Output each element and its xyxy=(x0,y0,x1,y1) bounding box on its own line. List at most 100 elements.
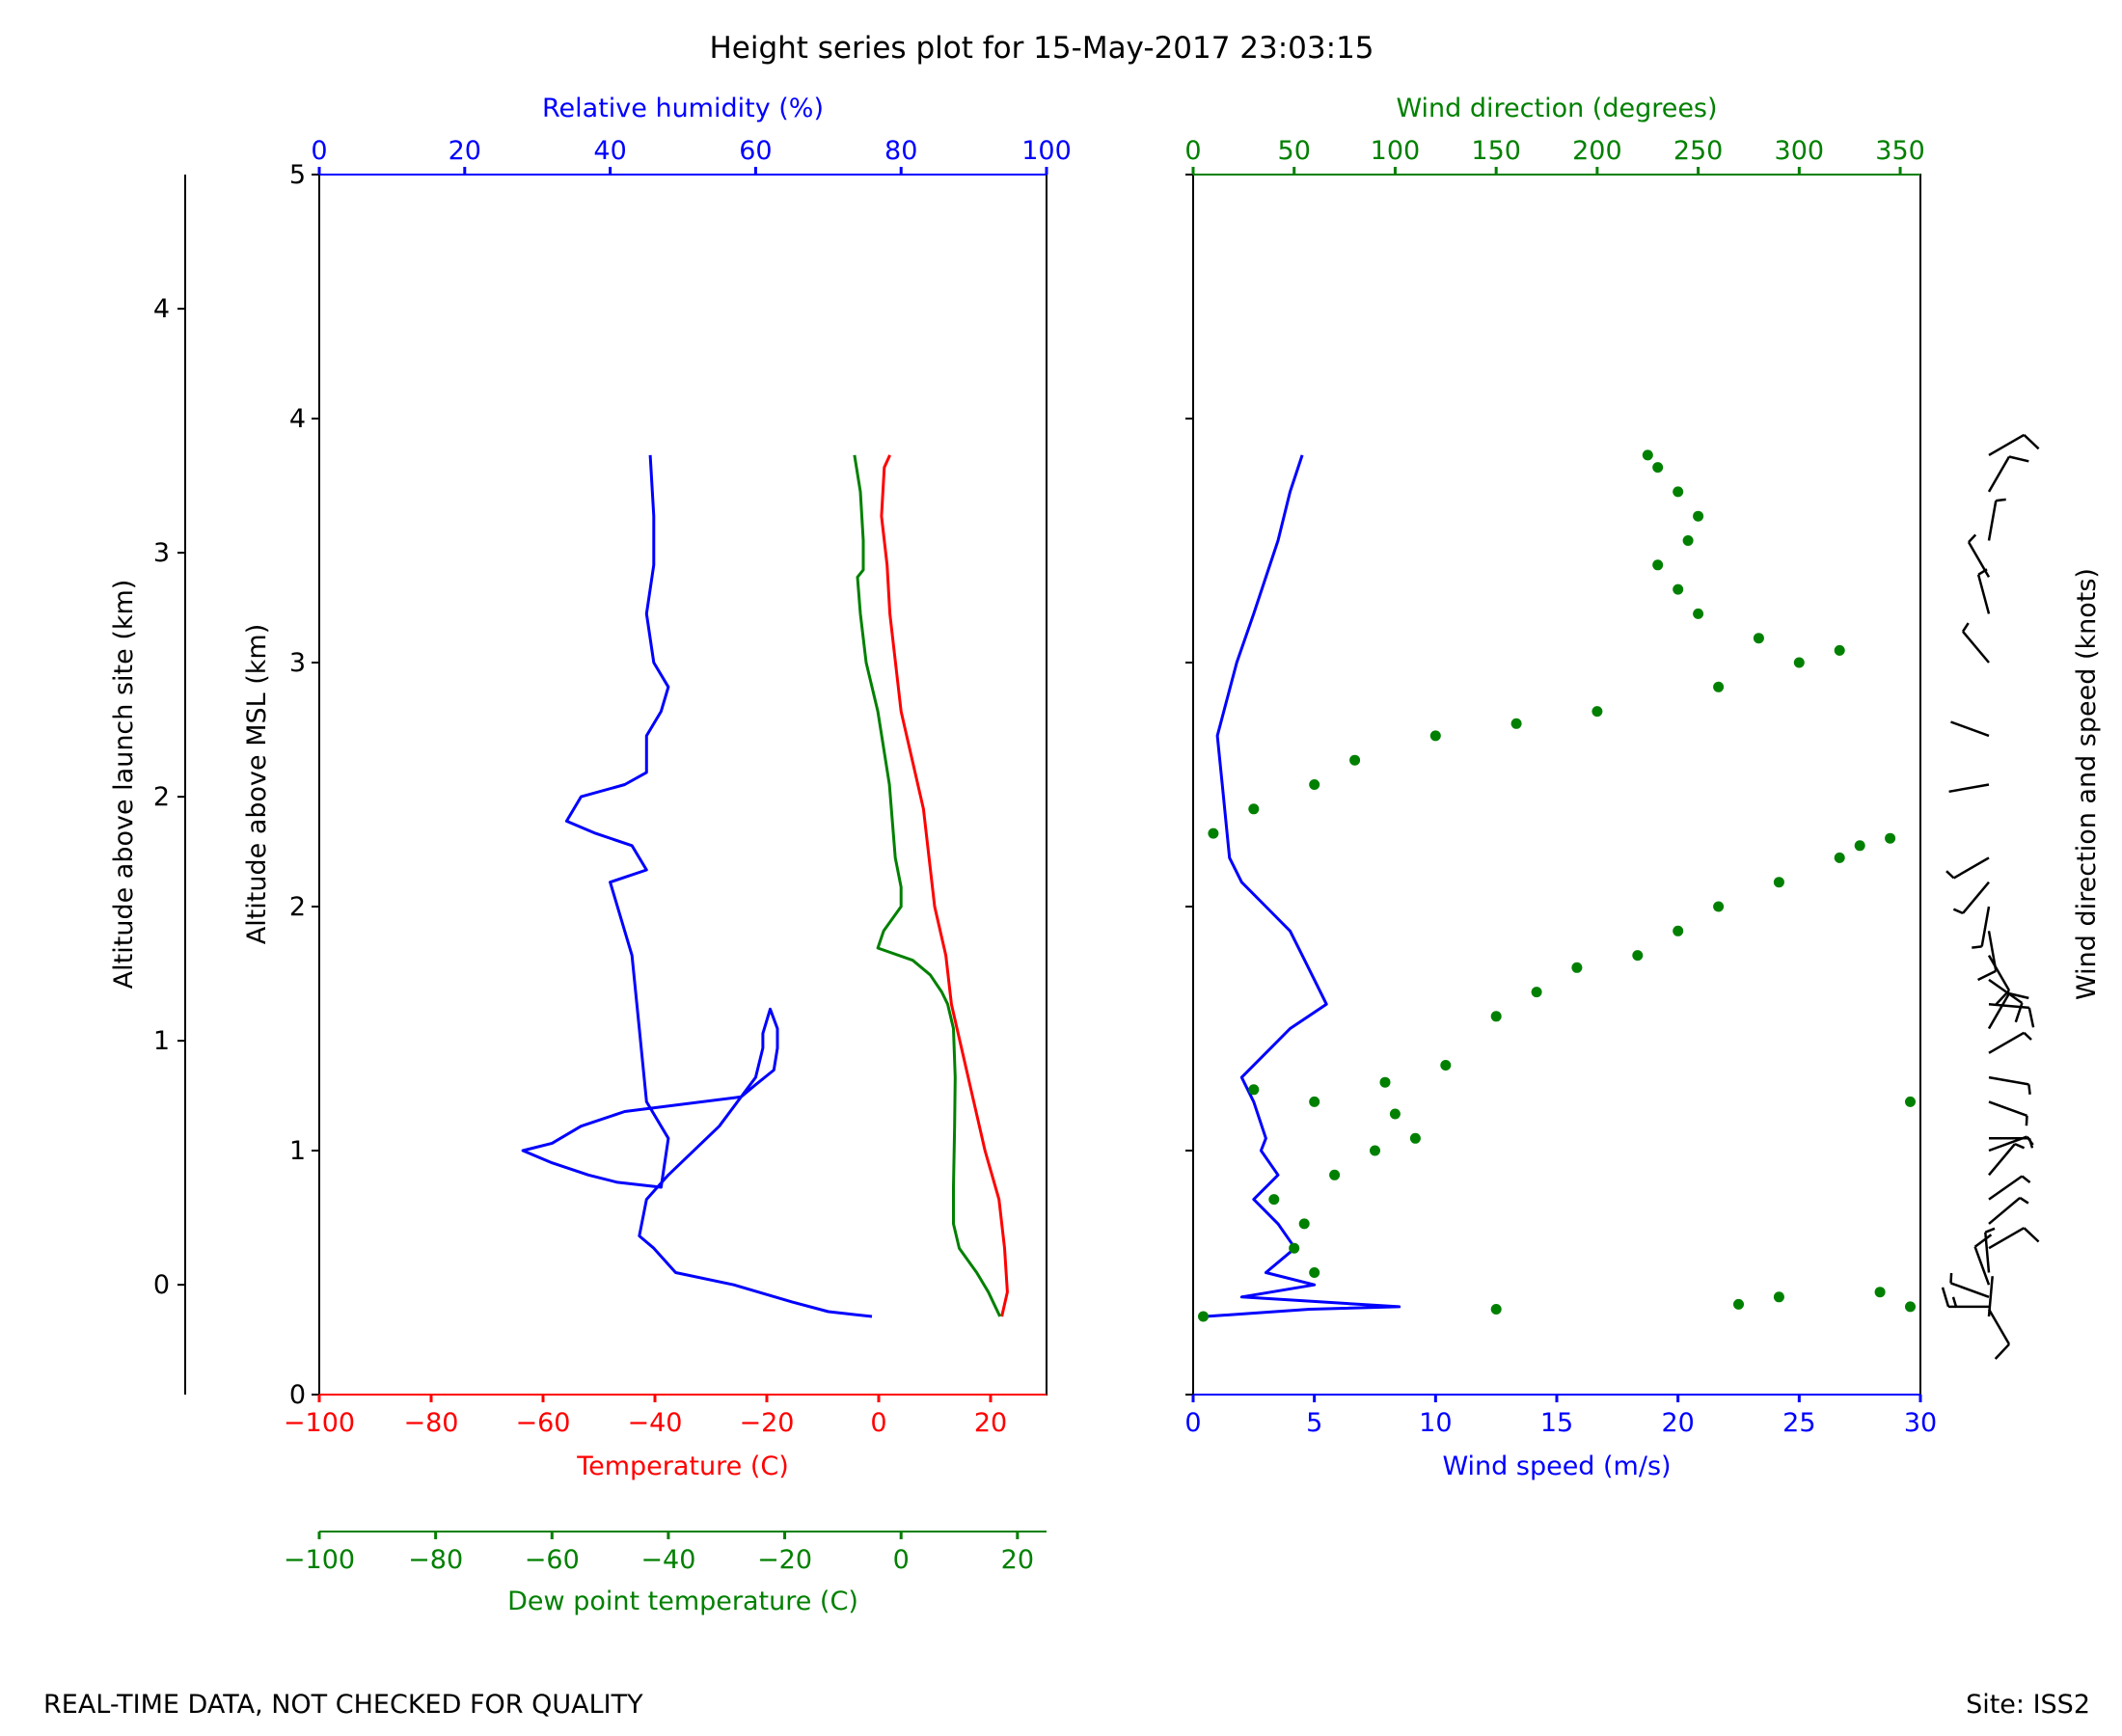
wind-barb-half-feather xyxy=(2027,1084,2031,1095)
wind-direction-point xyxy=(1652,462,1664,474)
wind-barb-staff xyxy=(1988,1227,2026,1250)
wind-barb-feather xyxy=(1973,1234,1993,1248)
temperature-tick-label: −20 xyxy=(740,1408,795,1438)
wind-direction-point xyxy=(1642,449,1653,461)
wind-direction-point xyxy=(1885,832,1896,844)
wind-direction-point xyxy=(1733,1298,1744,1310)
dewpoint-tick-label: −40 xyxy=(640,1545,695,1575)
wind-barb-half-feather xyxy=(2019,1196,2029,1205)
wind-direction-tick-label: 250 xyxy=(1673,136,1724,166)
wind-barb-staff xyxy=(1962,881,1990,914)
wind-direction-point xyxy=(1309,1267,1320,1278)
dewpoint-tick-label: 0 xyxy=(893,1545,910,1575)
wind-panel: 0 50 100 150 200 250 300 350 0 5 10 15 20 25 30 Wind d… xyxy=(1184,94,2102,1481)
wind-barb-staff xyxy=(1987,954,2011,991)
wind-barb-staff xyxy=(1976,574,1991,614)
wind-speed-tick-label: 20 xyxy=(1661,1408,1694,1438)
site-label: Site: ISS2 xyxy=(1966,1690,2090,1720)
wind-barb-half-feather xyxy=(1996,498,2006,502)
wind-barb-feather xyxy=(2023,433,2040,450)
wind-speed-series-line xyxy=(1205,454,1401,1318)
wind-speed-axis-label: Wind speed (m/s) xyxy=(1442,1451,1671,1481)
wind-barb-feather xyxy=(2008,991,2029,1000)
msl-altitude-axis-label: Altitude above MSL (km) xyxy=(242,624,272,945)
wind-barb-staff xyxy=(1988,1196,2022,1225)
dewpoint-tick-label: −100 xyxy=(284,1545,355,1575)
wind-direction-point xyxy=(1713,901,1725,912)
wind-plot-frame xyxy=(1192,174,1921,1396)
temperature-tick-label: 20 xyxy=(974,1408,1007,1438)
wind-direction-point xyxy=(1329,1169,1341,1180)
wind-direction-tick-label: 300 xyxy=(1775,136,1825,166)
wind-direction-point xyxy=(1753,633,1764,644)
wind-barb-feather xyxy=(1977,969,1997,982)
wind-direction-point xyxy=(1268,1194,1280,1206)
wind-barb-staff xyxy=(1988,1175,2024,1201)
wind-direction-point xyxy=(1673,486,1684,498)
wind-direction-point xyxy=(1854,840,1865,852)
wind-speed-tick-label: 25 xyxy=(1782,1408,1815,1438)
figure-title: Height series plot for 15-May-2017 23:03… xyxy=(709,31,1374,66)
wind-direction-tick-label: 150 xyxy=(1471,136,1521,166)
wind-direction-point xyxy=(1490,1011,1502,1022)
wind-direction-axis-label: Wind direction (degrees) xyxy=(1396,94,1717,123)
wind-barb-half-feather xyxy=(1951,1296,1958,1308)
wind-barb-half-feather xyxy=(1961,622,1970,633)
temperature-tick-label: −80 xyxy=(404,1408,459,1438)
wind-direction-point xyxy=(1874,1287,1886,1298)
wind-barb-staff xyxy=(1988,1143,2016,1177)
wind-direction-tick-label: 350 xyxy=(1875,136,1925,166)
wind-direction-point xyxy=(1531,987,1542,998)
wind-direction-point xyxy=(1440,1060,1452,1071)
wind-barb-staff xyxy=(1987,992,2011,1030)
humidity-tick-label: 40 xyxy=(593,136,626,166)
humidity-series-line xyxy=(521,454,873,1318)
wind-barb-feather xyxy=(1994,990,2010,1007)
wind-direction-tick-label: 50 xyxy=(1278,136,1311,166)
wind-direction-point xyxy=(1571,962,1583,973)
wind-direction-tick-label: 100 xyxy=(1371,136,1421,166)
thermo-series xyxy=(521,454,1009,1318)
launch-tick-label: 4 xyxy=(153,294,170,324)
humidity-tick-label: 60 xyxy=(739,136,772,166)
wind-direction-point xyxy=(1632,950,1644,962)
wind-barb-staff xyxy=(1988,1075,2029,1086)
wind-direction-point xyxy=(1682,535,1694,546)
wind-direction-point xyxy=(1834,644,1845,656)
launch-tick-label: 1 xyxy=(153,1026,170,1056)
wind-barb-staff xyxy=(1988,1031,2026,1054)
wind-direction-point xyxy=(1490,1304,1502,1315)
wind-direction-point xyxy=(1289,1242,1300,1254)
msl-tick-label: 4 xyxy=(289,404,306,434)
wind-direction-point xyxy=(1429,730,1441,742)
wind-direction-point xyxy=(1309,779,1320,790)
wind-speed-tick-label: 15 xyxy=(1540,1408,1573,1438)
wind-speed-tick-label: 5 xyxy=(1306,1408,1322,1438)
dewpoint-tick-label: −20 xyxy=(757,1545,812,1575)
wind-direction-point xyxy=(1673,583,1684,595)
msl-tick-label: 3 xyxy=(289,648,306,678)
wind-direction-point xyxy=(1592,706,1603,718)
wind-speed-tick-label: 30 xyxy=(1904,1408,1937,1438)
msl-tick-label: 0 xyxy=(289,1380,306,1410)
wind-direction-point xyxy=(1208,827,1219,839)
dewpoint-axis-label: Dew point temperature (C) xyxy=(507,1587,858,1616)
wind-barb-staff xyxy=(1967,541,1991,579)
wind-direction-point xyxy=(1248,1084,1260,1096)
wind-direction-tick-label: 200 xyxy=(1572,136,1622,166)
wind-direction-point xyxy=(1905,1096,1916,1107)
wind-barb-half-feather xyxy=(2014,1142,2026,1150)
wind-speed-tick-label: 10 xyxy=(1419,1408,1452,1438)
wind-direction-point xyxy=(1370,1145,1380,1156)
wind-barb-half-feather xyxy=(2023,1031,2032,1041)
wind-barb-half-feather xyxy=(1984,1227,1996,1234)
wind-barb-half-feather xyxy=(1945,870,1955,880)
humidity-tick-label: 0 xyxy=(311,136,327,166)
wind-barb-staff xyxy=(1988,433,2026,456)
humidity-tick-label: 80 xyxy=(884,136,917,166)
wind-ticks: 0 50 100 150 200 250 300 350 0 5 10 15 20 25 30 xyxy=(1184,136,1937,1438)
wind-barb-staff xyxy=(1950,1282,1990,1298)
